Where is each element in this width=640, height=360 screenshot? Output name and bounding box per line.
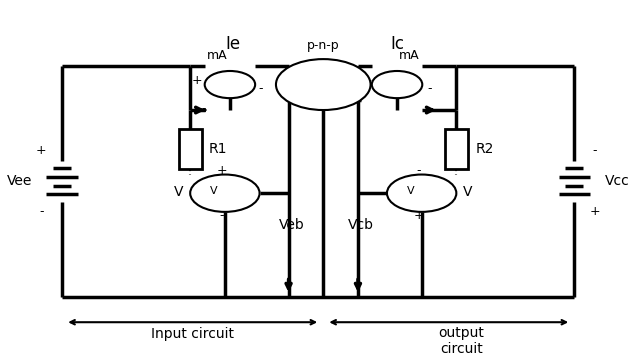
Text: Vcb: Vcb — [348, 219, 374, 233]
Text: Veb: Veb — [279, 219, 305, 233]
Text: R2: R2 — [476, 142, 493, 156]
Text: Vcc: Vcc — [605, 174, 629, 188]
Circle shape — [205, 71, 255, 98]
Circle shape — [372, 71, 422, 98]
Text: mA: mA — [207, 49, 228, 63]
Text: -: - — [220, 210, 224, 222]
Text: +: + — [192, 74, 202, 87]
Text: B: B — [313, 94, 321, 107]
Text: +: + — [362, 74, 372, 87]
Text: -: - — [593, 144, 597, 157]
Text: E: E — [320, 64, 327, 75]
Text: V: V — [174, 185, 184, 198]
Circle shape — [190, 175, 260, 212]
Text: V: V — [463, 185, 472, 198]
Text: +: + — [36, 144, 47, 157]
Text: mA: mA — [399, 49, 420, 63]
Text: -: - — [416, 164, 420, 177]
Text: -: - — [39, 205, 44, 219]
Text: V: V — [407, 186, 415, 196]
Bar — [445, 129, 468, 169]
Text: -: - — [428, 82, 432, 95]
Text: +: + — [216, 164, 227, 177]
Bar — [179, 129, 202, 169]
Text: Ic: Ic — [390, 35, 404, 53]
Text: C: C — [349, 86, 356, 96]
Text: output
circuit: output circuit — [438, 325, 484, 356]
Text: -: - — [258, 82, 262, 95]
Text: Vee: Vee — [6, 174, 32, 188]
Text: +: + — [590, 205, 600, 219]
Text: p-n-p: p-n-p — [307, 39, 340, 52]
Text: Input circuit: Input circuit — [151, 327, 234, 341]
Circle shape — [387, 175, 456, 212]
Text: R1: R1 — [209, 142, 228, 156]
Text: V: V — [210, 186, 218, 196]
Circle shape — [276, 59, 371, 110]
Text: Ie: Ie — [225, 35, 241, 53]
Text: +: + — [413, 210, 424, 222]
